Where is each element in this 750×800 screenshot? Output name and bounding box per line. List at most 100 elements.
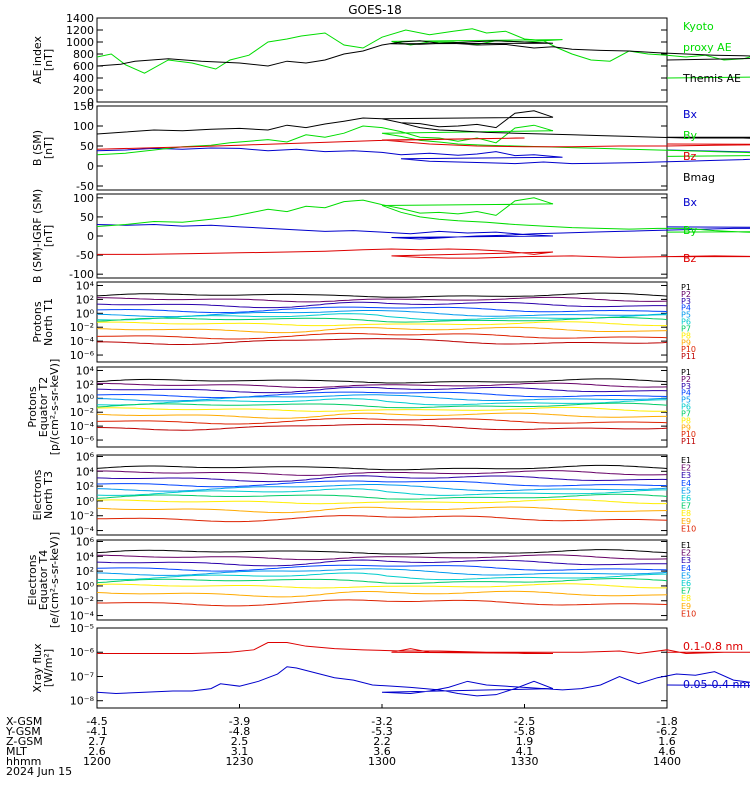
x-tick-label: 1300 [368, 755, 396, 768]
channel-line [96, 321, 668, 327]
y-axis-label: [nT] [42, 137, 55, 159]
y-tick-label: 10⁴ [76, 550, 95, 563]
legend-entry: By [683, 129, 698, 142]
channel-line [96, 423, 668, 431]
y-tick-label: 100 [73, 192, 94, 205]
y-tick-label: 10⁻⁸ [70, 695, 95, 708]
x-row-label: X-GSM [6, 715, 42, 728]
y-axis-label: B (SM) [31, 130, 44, 166]
y-tick-label: 10⁻⁷ [70, 670, 94, 683]
x-tick-label: 4.6 [658, 745, 676, 758]
channel-line [96, 583, 668, 589]
channel-label: P5 [681, 311, 691, 320]
y-tick-label: 10⁻⁴ [70, 420, 95, 433]
legend-entry: Themis AE [682, 72, 741, 85]
x-row-label: Y-GSM [5, 725, 41, 738]
legend-entry: By [683, 224, 698, 237]
channel-label: E10 [681, 524, 696, 533]
channel-line [96, 564, 668, 572]
y-axis-label: Equator T2 [37, 377, 50, 437]
channel-line [96, 306, 668, 314]
channel-line [96, 464, 668, 471]
channel-label: P11 [681, 352, 696, 361]
channel-label: E7 [681, 587, 691, 596]
x-tick-label: 1230 [226, 755, 254, 768]
y-tick-label: 400 [73, 72, 94, 85]
channel-label: P1 [681, 283, 691, 292]
channel-label: E8 [681, 594, 691, 603]
y-tick-label: 10⁻⁶ [70, 646, 95, 659]
channel-line [96, 332, 668, 340]
y-tick-label: 10⁰ [76, 307, 95, 320]
y-tick-label: 600 [73, 60, 94, 73]
channel-line [96, 338, 668, 345]
x-row-label: 2024 Jun 15 [6, 765, 72, 778]
channel-label: P8 [681, 331, 691, 340]
y-axis-label: Equator T4 [37, 550, 50, 610]
x-tick-label: 1200 [83, 755, 111, 768]
legend-entry: 0.1-0.8 nm [683, 640, 743, 653]
y-tick-label: 0 [87, 96, 94, 109]
channel-line [96, 417, 668, 425]
x-tick-label: 1400 [653, 755, 681, 768]
x-tick-label: 2.2 [373, 735, 391, 748]
channel-line [96, 398, 668, 406]
series-line-bz [97, 248, 750, 259]
legend-entry: 0.05-0.4 nm [683, 678, 750, 691]
channel-label: P6 [681, 318, 691, 327]
channel-line [96, 554, 668, 561]
channel-line [96, 599, 668, 607]
y-tick-label: 10² [76, 293, 94, 306]
y-tick-label: 1200 [66, 24, 94, 37]
y-axis-label: Xray flux [31, 643, 44, 693]
channel-label: E1 [681, 541, 691, 550]
y-tick-label: 10⁻² [70, 406, 94, 419]
y-tick-label: 10² [76, 565, 94, 578]
legend-entry: proxy AE [683, 41, 732, 54]
channel-label: P5 [681, 396, 691, 405]
x-tick-label: -2.5 [514, 715, 535, 728]
y-tick-label: 10⁻⁵ [70, 622, 94, 635]
legend-entry: Bx [683, 108, 698, 121]
y-tick-label: 10⁶ [76, 535, 95, 548]
channel-label: P2 [681, 375, 691, 384]
legend-entry: Bmag [683, 171, 715, 184]
x-tick-label: -4.8 [229, 725, 250, 738]
y-axis-label: Electrons [31, 469, 44, 520]
channel-label: P7 [681, 409, 691, 418]
series-line-bz [96, 137, 750, 150]
channel-line [96, 506, 668, 514]
x-tick-label: -1.8 [656, 715, 677, 728]
x-tick-label: -5.8 [514, 725, 535, 738]
channel-line [96, 301, 668, 309]
y-tick-label: -100 [69, 268, 94, 281]
panel-frame [96, 539, 668, 621]
y-tick-label: 10⁻² [70, 510, 94, 523]
y-tick-label: 10² [76, 480, 94, 493]
y-tick-label: 100 [73, 120, 94, 133]
channel-line [96, 480, 668, 488]
channel-label: P11 [681, 437, 696, 446]
x-tick-label: 2.7 [88, 735, 106, 748]
channel-line [96, 515, 668, 523]
channel-label: P4 [681, 304, 691, 313]
y-tick-label: 10⁰ [76, 495, 95, 508]
channel-line [96, 316, 668, 323]
channel-line [96, 549, 668, 555]
channel-line [96, 296, 668, 303]
channel-line [96, 292, 668, 298]
series-line-bx [96, 147, 750, 165]
y-tick-label: 10⁴ [76, 364, 95, 377]
series-line-kyoto-proxy-ae [96, 28, 750, 79]
y-tick-label: 1400 [66, 12, 94, 25]
channel-label: E5 [681, 486, 691, 495]
channel-label: E3 [681, 556, 691, 565]
x-tick-label: 3.1 [231, 745, 249, 758]
panel-frame [96, 454, 668, 536]
channel-label: E2 [681, 464, 691, 473]
x-tick-label: -3.2 [371, 715, 392, 728]
